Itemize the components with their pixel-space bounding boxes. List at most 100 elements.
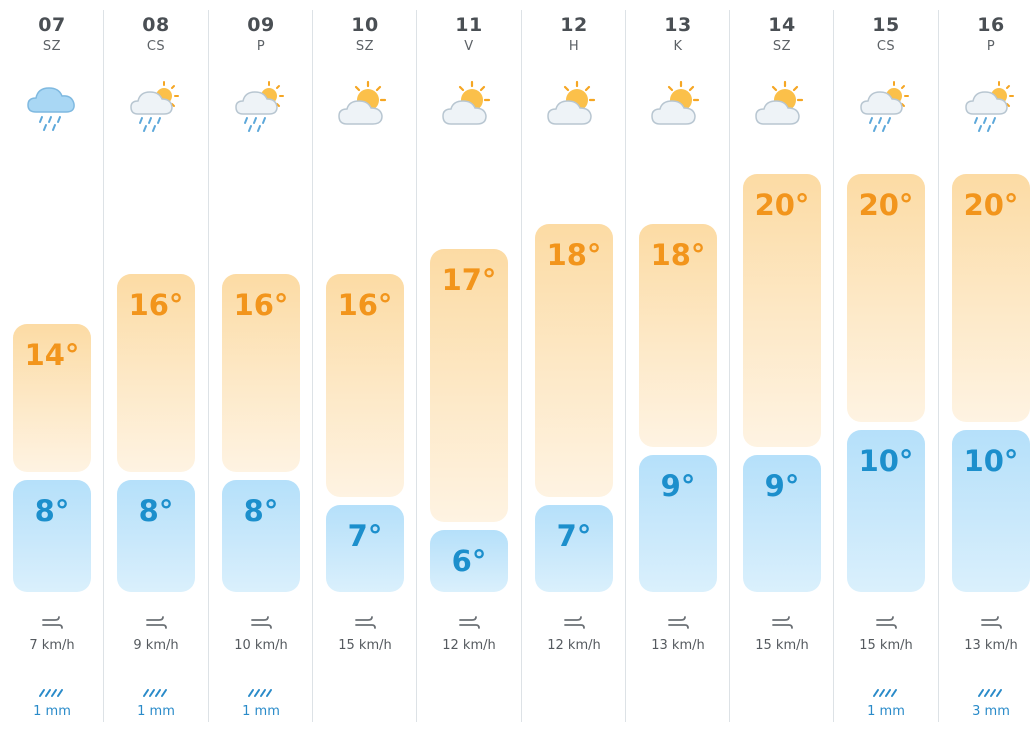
weekday-label: SZ bbox=[355, 39, 375, 54]
weekday-label: SZ bbox=[772, 39, 792, 54]
column-divider bbox=[521, 10, 522, 722]
precipitation-icon bbox=[872, 684, 900, 697]
weekday-label: CS bbox=[876, 39, 896, 54]
sun-cloud-rain-icon bbox=[961, 76, 1021, 136]
max-temp-bar: 18° bbox=[639, 224, 717, 447]
wind-icon bbox=[354, 614, 376, 632]
min-temp-bar: 8° bbox=[222, 480, 300, 592]
day-number: 07 bbox=[38, 14, 66, 36]
max-temp-bar: 16° bbox=[222, 274, 300, 472]
day-number: 11 bbox=[455, 14, 483, 36]
wind-speed: 13 km/h bbox=[651, 638, 705, 653]
wind-icon bbox=[667, 614, 689, 632]
day-number: 12 bbox=[560, 14, 588, 36]
max-temp-label: 18° bbox=[650, 238, 706, 272]
min-temp-bar: 6° bbox=[430, 530, 508, 592]
min-temp-bar: 8° bbox=[117, 480, 195, 592]
weekday-label: P bbox=[986, 39, 996, 54]
day-column[interactable]: 15 CS 20° 10° 15 km/h 1 mm bbox=[834, 8, 938, 722]
wind-icon bbox=[458, 614, 480, 632]
sun-cloud-icon bbox=[439, 76, 499, 136]
max-temp-bar: 20° bbox=[952, 174, 1030, 422]
max-temp-bar: 20° bbox=[847, 174, 925, 422]
day-number: 08 bbox=[142, 14, 170, 36]
min-temp-label: 8° bbox=[243, 494, 279, 528]
wind-icon bbox=[250, 614, 272, 632]
day-number: 10 bbox=[351, 14, 379, 36]
column-divider bbox=[625, 10, 626, 722]
wind-speed: 12 km/h bbox=[547, 638, 601, 653]
max-temp-bar: 17° bbox=[430, 249, 508, 522]
min-temp-label: 8° bbox=[34, 494, 70, 528]
column-divider bbox=[729, 10, 730, 722]
day-column[interactable]: 07 SZ 14° 8° 7 km/h 1 mm bbox=[0, 8, 104, 722]
precipitation-amount: 1 mm bbox=[137, 704, 175, 719]
wind-speed: 15 km/h bbox=[338, 638, 392, 653]
rain-cloud-icon bbox=[22, 76, 82, 136]
day-column[interactable]: 11 V 17° 6° 12 km/h bbox=[417, 8, 521, 722]
weekday-label: K bbox=[673, 39, 683, 54]
max-temp-bar: 16° bbox=[117, 274, 195, 472]
min-temp-label: 10° bbox=[963, 444, 1019, 478]
max-temp-label: 14° bbox=[24, 338, 80, 372]
max-temp-bar: 20° bbox=[743, 174, 821, 447]
day-column[interactable]: 10 SZ 16° 7° 15 km/h bbox=[313, 8, 417, 722]
max-temp-bar: 14° bbox=[13, 324, 91, 472]
wind-icon bbox=[41, 614, 63, 632]
column-divider bbox=[103, 10, 104, 722]
wind-icon bbox=[980, 614, 1002, 632]
wind-icon bbox=[563, 614, 585, 632]
min-temp-label: 6° bbox=[451, 544, 487, 578]
min-temp-label: 9° bbox=[660, 469, 696, 503]
max-temp-label: 16° bbox=[233, 288, 289, 322]
sun-cloud-icon bbox=[752, 76, 812, 136]
wind-icon bbox=[771, 614, 793, 632]
wind-icon bbox=[145, 614, 167, 632]
precipitation-amount: 3 mm bbox=[972, 704, 1010, 719]
wind-speed: 10 km/h bbox=[234, 638, 288, 653]
weekday-label: SZ bbox=[42, 39, 62, 54]
precipitation-icon bbox=[247, 684, 275, 697]
sun-cloud-rain-icon bbox=[856, 76, 916, 136]
min-temp-bar: 7° bbox=[326, 505, 404, 592]
wind-icon bbox=[875, 614, 897, 632]
weekday-label: H bbox=[568, 39, 580, 54]
min-temp-bar: 9° bbox=[743, 455, 821, 592]
sun-cloud-icon bbox=[335, 76, 395, 136]
min-temp-bar: 8° bbox=[13, 480, 91, 592]
day-column[interactable]: 14 SZ 20° 9° 15 km/h bbox=[730, 8, 834, 722]
min-temp-label: 7° bbox=[556, 519, 592, 553]
column-divider bbox=[312, 10, 313, 722]
day-number: 15 bbox=[872, 14, 900, 36]
max-temp-label: 16° bbox=[128, 288, 184, 322]
min-temp-label: 9° bbox=[764, 469, 800, 503]
min-temp-label: 7° bbox=[347, 519, 383, 553]
precipitation-icon bbox=[977, 684, 1005, 697]
min-temp-bar: 7° bbox=[535, 505, 613, 592]
precipitation-icon bbox=[38, 684, 66, 697]
day-number: 14 bbox=[768, 14, 796, 36]
weekday-label: CS bbox=[146, 39, 166, 54]
day-column[interactable]: 16 P 20° 10° 13 km/h 3 mm bbox=[939, 8, 1034, 722]
precipitation-amount: 1 mm bbox=[867, 704, 905, 719]
day-number: 13 bbox=[664, 14, 692, 36]
precipitation-amount: 1 mm bbox=[33, 704, 71, 719]
weekday-label: P bbox=[256, 39, 266, 54]
wind-speed: 9 km/h bbox=[133, 638, 179, 653]
wind-speed: 13 km/h bbox=[964, 638, 1018, 653]
day-column[interactable]: 08 CS 16° 8° 9 km/h 1 mm bbox=[104, 8, 208, 722]
column-divider bbox=[208, 10, 209, 722]
min-temp-bar: 10° bbox=[847, 430, 925, 592]
sun-cloud-icon bbox=[544, 76, 604, 136]
max-temp-bar: 16° bbox=[326, 274, 404, 497]
precipitation-amount: 1 mm bbox=[242, 704, 280, 719]
day-number: 09 bbox=[247, 14, 275, 36]
day-column[interactable]: 13 K 18° 9° 13 km/h bbox=[626, 8, 730, 722]
precipitation-icon bbox=[142, 684, 170, 697]
day-column[interactable]: 12 H 18° 7° 12 km/h bbox=[522, 8, 626, 722]
max-temp-label: 20° bbox=[963, 188, 1019, 222]
day-column[interactable]: 09 P 16° 8° 10 km/h 1 mm bbox=[209, 8, 313, 722]
wind-speed: 15 km/h bbox=[859, 638, 913, 653]
max-temp-label: 16° bbox=[337, 288, 393, 322]
column-divider bbox=[833, 10, 834, 722]
